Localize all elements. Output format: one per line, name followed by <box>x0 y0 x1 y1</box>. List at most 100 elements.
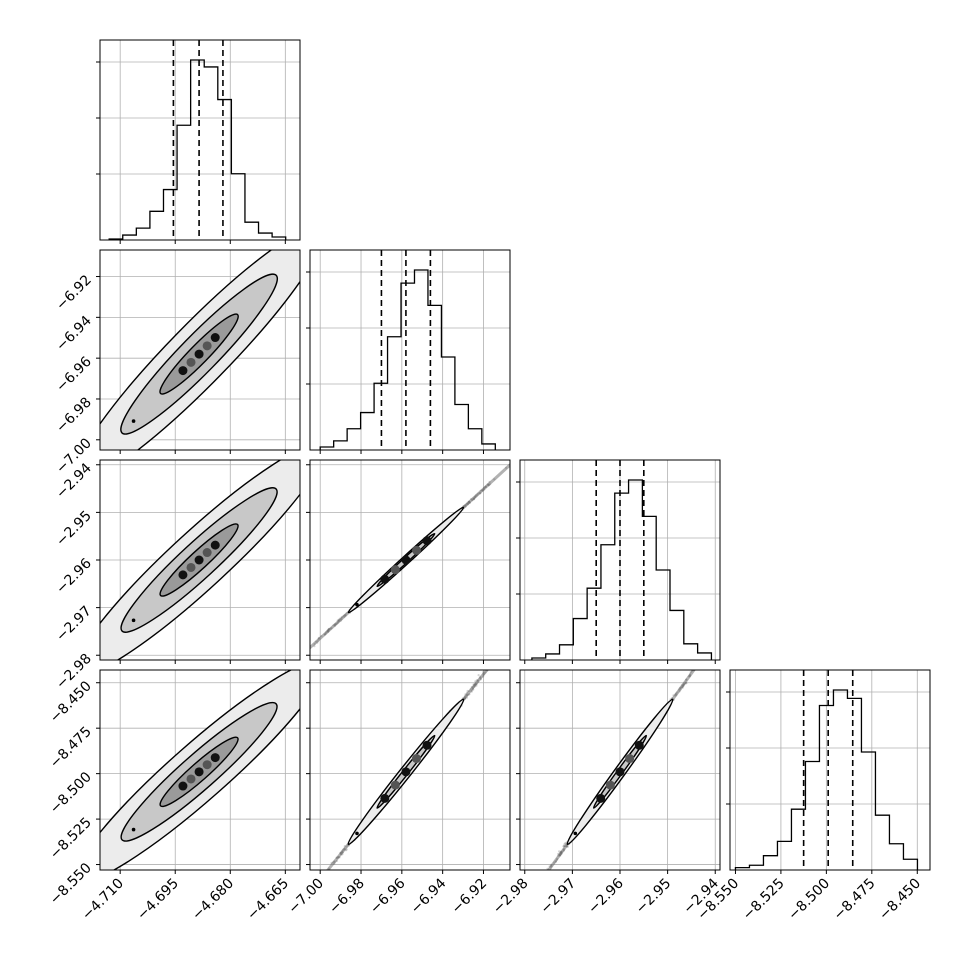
sample-point <box>333 624 336 628</box>
sample-point <box>475 682 478 686</box>
sample-point <box>464 695 467 699</box>
sample-point <box>333 862 336 865</box>
sample-point <box>560 852 563 855</box>
sample-point <box>468 500 471 503</box>
sample-point <box>345 845 348 848</box>
sample-point <box>487 484 490 487</box>
sample-point <box>559 851 562 854</box>
sample-point <box>674 692 678 695</box>
sample-point <box>482 673 485 676</box>
sample-point <box>546 873 548 875</box>
sample-point <box>325 874 327 876</box>
sample-point <box>703 657 705 659</box>
sample-point <box>344 849 347 852</box>
sample-point <box>326 629 329 632</box>
panel-frame <box>309 669 511 871</box>
sample-point <box>479 489 482 492</box>
sample-point <box>467 500 471 503</box>
panel-1-0 <box>96 249 301 454</box>
sample-point <box>482 670 485 673</box>
sample-point <box>344 614 347 617</box>
sample-point <box>483 672 486 675</box>
sample-point <box>317 637 320 640</box>
sample-point <box>343 847 346 851</box>
sample-point <box>293 661 295 663</box>
sample-point <box>478 491 481 495</box>
sample-point <box>325 871 327 873</box>
sample-point <box>566 845 569 848</box>
sample-point <box>290 914 292 916</box>
sample-point <box>553 861 556 864</box>
sample-point <box>510 638 512 640</box>
sample-point <box>487 483 490 486</box>
sample-point <box>565 845 568 848</box>
sample-point <box>339 851 342 854</box>
panel-3-0 <box>96 669 301 874</box>
sample-point <box>532 890 534 892</box>
sample-point <box>473 684 476 687</box>
sample-point <box>479 492 482 495</box>
sample-point <box>464 697 467 700</box>
sample-point <box>302 653 304 655</box>
sample-point <box>464 504 467 507</box>
sample-point <box>337 618 340 622</box>
sample-point <box>484 486 487 489</box>
sample-point <box>463 697 466 700</box>
sample-point <box>557 854 560 857</box>
sample-point <box>475 494 478 497</box>
sample-point <box>681 685 684 688</box>
sample-point <box>522 620 524 622</box>
histogram-2 <box>531 479 713 660</box>
panel-frame <box>99 249 301 451</box>
sample-point <box>558 853 561 856</box>
x-tick-label: −6.96 <box>367 875 409 917</box>
sample-point <box>327 627 330 631</box>
y-tick-label: −6.92 <box>53 272 95 314</box>
sample-point <box>558 852 561 855</box>
sample-point <box>336 619 339 622</box>
sample-point <box>468 693 471 696</box>
sample-point <box>533 891 535 893</box>
sample-point <box>327 630 330 634</box>
contour-tip <box>131 618 136 623</box>
sample-point <box>487 667 489 669</box>
sample-point <box>473 685 476 688</box>
sample-point <box>705 654 707 656</box>
sample-point <box>483 488 486 491</box>
sample-point <box>465 502 468 505</box>
sample-point <box>474 680 477 683</box>
sample-point <box>284 923 286 925</box>
sample-point <box>728 621 730 623</box>
sample-point <box>472 688 475 691</box>
sample-point <box>325 871 327 873</box>
sample-point <box>559 851 562 854</box>
sample-point <box>334 623 337 626</box>
sample-point <box>333 861 336 864</box>
sample-point <box>514 459 516 461</box>
sample-point <box>486 483 489 486</box>
sample-point <box>498 652 500 654</box>
sample-point <box>509 919 511 921</box>
sample-point <box>298 656 300 658</box>
x-tick-label: −8.525 <box>740 876 788 924</box>
x-tick-label: −2.98 <box>490 876 532 918</box>
panel-frame <box>729 669 931 871</box>
sample-point <box>549 866 552 869</box>
sample-point <box>271 941 273 943</box>
sample-point <box>476 492 480 495</box>
sample-point <box>477 674 480 677</box>
x-tick-label: −4.695 <box>134 876 182 924</box>
sample-point <box>548 871 550 873</box>
x-tick-label: −4.710 <box>79 876 127 924</box>
sample-point <box>482 675 485 678</box>
sample-point <box>466 502 470 506</box>
sample-point <box>510 919 512 921</box>
sample-point <box>696 664 698 666</box>
sample-point <box>478 677 481 680</box>
sample-point <box>487 484 490 487</box>
sample-point <box>306 648 308 650</box>
sample-point <box>746 596 748 598</box>
sample-point <box>333 860 336 863</box>
sample-point <box>533 889 535 891</box>
